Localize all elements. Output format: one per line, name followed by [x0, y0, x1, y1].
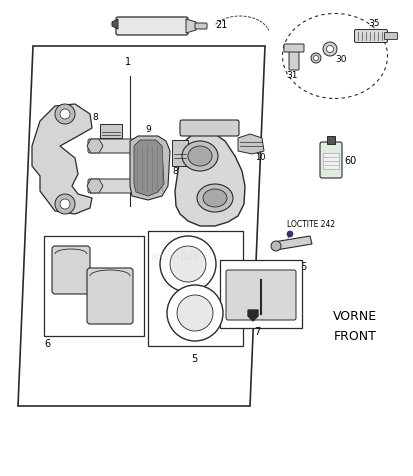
FancyBboxPatch shape — [326, 137, 334, 145]
Circle shape — [326, 46, 333, 53]
Text: 12: 12 — [73, 194, 83, 203]
Polygon shape — [273, 237, 311, 250]
Polygon shape — [130, 137, 170, 200]
Circle shape — [322, 43, 336, 57]
FancyBboxPatch shape — [87, 268, 133, 324]
Circle shape — [159, 237, 216, 292]
FancyBboxPatch shape — [116, 18, 188, 36]
FancyBboxPatch shape — [219, 260, 301, 328]
Circle shape — [271, 241, 280, 251]
Text: 31: 31 — [285, 70, 297, 79]
Polygon shape — [175, 133, 244, 227]
Text: 60: 60 — [343, 156, 356, 166]
FancyArrow shape — [247, 310, 257, 321]
FancyBboxPatch shape — [319, 143, 341, 178]
Text: 1: 1 — [125, 57, 131, 67]
Text: 8: 8 — [172, 167, 178, 176]
FancyBboxPatch shape — [283, 45, 303, 53]
FancyBboxPatch shape — [147, 231, 242, 346]
Circle shape — [55, 105, 75, 125]
Polygon shape — [112, 20, 118, 30]
Circle shape — [313, 56, 318, 61]
Ellipse shape — [182, 142, 218, 172]
Ellipse shape — [197, 185, 233, 213]
Circle shape — [60, 199, 70, 209]
Circle shape — [286, 231, 292, 238]
Polygon shape — [185, 20, 195, 34]
FancyBboxPatch shape — [354, 30, 387, 43]
FancyBboxPatch shape — [88, 179, 144, 194]
Text: 7: 7 — [253, 327, 259, 336]
FancyBboxPatch shape — [100, 125, 122, 139]
Text: 12: 12 — [73, 127, 83, 136]
FancyBboxPatch shape — [384, 33, 396, 40]
FancyBboxPatch shape — [52, 247, 90, 294]
FancyBboxPatch shape — [225, 270, 295, 320]
Polygon shape — [134, 141, 164, 197]
FancyBboxPatch shape — [44, 237, 144, 336]
FancyBboxPatch shape — [88, 140, 144, 154]
Circle shape — [60, 110, 70, 120]
Text: 6: 6 — [44, 338, 50, 348]
Circle shape — [310, 54, 320, 64]
Text: 5: 5 — [190, 353, 197, 363]
Text: LOCTITE 242: LOCTITE 242 — [286, 220, 334, 229]
Text: 9: 9 — [145, 124, 150, 133]
Text: VORNE: VORNE — [332, 310, 376, 323]
Polygon shape — [237, 135, 263, 155]
Text: 15: 15 — [295, 261, 308, 271]
Text: 30: 30 — [334, 54, 346, 63]
Text: FRONT: FRONT — [333, 330, 375, 343]
FancyBboxPatch shape — [171, 141, 188, 167]
Text: 21: 21 — [214, 20, 227, 30]
Text: artse•ʃulk: artse•ʃulk — [150, 251, 199, 261]
FancyBboxPatch shape — [288, 47, 298, 71]
Text: 8: 8 — [92, 112, 97, 121]
Ellipse shape — [188, 147, 211, 167]
Circle shape — [55, 195, 75, 215]
FancyBboxPatch shape — [195, 24, 206, 30]
FancyBboxPatch shape — [322, 154, 338, 169]
FancyBboxPatch shape — [180, 121, 238, 137]
Text: 35: 35 — [367, 20, 379, 29]
Circle shape — [170, 247, 206, 282]
Circle shape — [177, 296, 212, 331]
Circle shape — [166, 286, 223, 341]
Text: 10: 10 — [254, 152, 265, 161]
Ellipse shape — [202, 189, 226, 208]
Polygon shape — [32, 105, 92, 215]
